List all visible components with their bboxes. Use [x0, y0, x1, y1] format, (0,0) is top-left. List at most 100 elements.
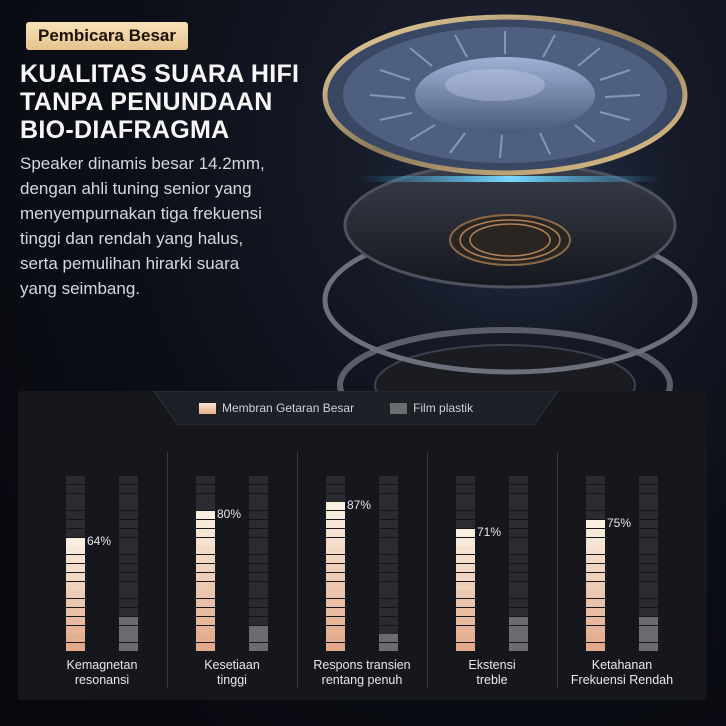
bar-segment [66, 546, 85, 555]
headline-line: TANPA PENUNDAAN [20, 88, 273, 116]
bar-segment [66, 511, 85, 520]
bar-film [509, 476, 528, 652]
bar-segment [249, 616, 268, 625]
percentage-label: 71% [477, 524, 502, 539]
bar-segment [196, 502, 215, 511]
bar-segment [66, 537, 85, 546]
category-label: Kemagnetan resonansi [37, 658, 167, 688]
bar-segment [196, 493, 215, 502]
bar-segment [249, 625, 268, 634]
bar-segment [119, 484, 138, 493]
bar-segment [509, 546, 528, 555]
bar-segment [119, 511, 138, 520]
bar-segment [326, 590, 345, 599]
bar-segment [379, 502, 398, 511]
bar-segment [586, 581, 605, 590]
category-label: Ketahanan Frekuensi Rendah [557, 658, 687, 688]
bar-segment [456, 625, 475, 634]
speaker-driver-illustration [310, 10, 726, 400]
bar-segment [326, 599, 345, 608]
bar-segment [326, 476, 345, 484]
bar-segment [456, 590, 475, 599]
bar-segment [196, 643, 215, 652]
bar-segment [509, 476, 528, 484]
category-label: Kesetiaan tinggi [167, 658, 297, 688]
legend-tab [154, 391, 558, 425]
bar-segment [326, 625, 345, 634]
bar-segment [639, 555, 658, 564]
bar-segment [66, 555, 85, 564]
bar-segment [119, 590, 138, 599]
bar-membran [326, 476, 345, 652]
bar-segment [119, 476, 138, 484]
bar-segment [639, 572, 658, 581]
bar-segment [119, 546, 138, 555]
bar-segment [326, 546, 345, 555]
bar-segment [249, 493, 268, 502]
bar-segment [249, 511, 268, 520]
bar-film [379, 476, 398, 652]
bar-segment [639, 634, 658, 643]
headline: KUALITAS SUARA HIFI TANPA PENUNDAAN BIO-… [20, 60, 320, 144]
bar-segment [639, 643, 658, 652]
bar-segment [456, 484, 475, 493]
bar-segment [119, 572, 138, 581]
bar-segment [639, 528, 658, 537]
category-label-line: Respons transien [313, 658, 411, 672]
bar-segment [639, 511, 658, 520]
bar-segment [586, 537, 605, 546]
bar-segment [66, 608, 85, 616]
bar-segment [249, 555, 268, 564]
bar-segment [456, 546, 475, 555]
legend-label-film: Film plastik [413, 401, 474, 415]
bar-segment [586, 502, 605, 511]
bar-segment [586, 634, 605, 643]
bar-segment [249, 643, 268, 652]
bar-segment [249, 528, 268, 537]
bar-segment [509, 520, 528, 528]
category-label-line: Frekuensi Rendah [570, 673, 674, 687]
bar-segment [639, 625, 658, 634]
bar-segment [326, 493, 345, 502]
bar-segment [379, 476, 398, 484]
bar-segment [509, 493, 528, 502]
bar-segment [456, 616, 475, 625]
bar-segment [586, 572, 605, 581]
headline-line: KUALITAS SUARA HIFI [20, 60, 300, 88]
bar-segment [456, 476, 475, 484]
category-label-line: Ekstensi [468, 658, 516, 672]
bar-segment [586, 643, 605, 652]
bar-segment [196, 599, 215, 608]
bar-segment [509, 572, 528, 581]
bar-segment [119, 520, 138, 528]
bar-segment [196, 528, 215, 537]
bar-segment [66, 484, 85, 493]
bar-segment [326, 511, 345, 520]
bar-segment [379, 511, 398, 520]
bar-segment [196, 634, 215, 643]
bar-segment [639, 493, 658, 502]
bar-segment [379, 590, 398, 599]
bar-segment [586, 555, 605, 564]
bar-segment [379, 546, 398, 555]
percentage-label: 64% [87, 533, 112, 548]
bar-segment [119, 625, 138, 634]
bar-segment [509, 511, 528, 520]
bar-segment [639, 581, 658, 590]
legend-label-membran: Membran Getaran Besar [222, 401, 355, 415]
group-divider [557, 452, 558, 688]
bar-segment [379, 599, 398, 608]
bar-segment [66, 493, 85, 502]
bar-segment [509, 616, 528, 625]
bar-segment [119, 599, 138, 608]
bar-segment [326, 537, 345, 546]
bar-segment [66, 564, 85, 572]
bar-segment [639, 608, 658, 616]
bar-segment [326, 616, 345, 625]
bar-segment [456, 608, 475, 616]
bar-segment [379, 643, 398, 652]
bar-segment [196, 625, 215, 634]
bar-segment [66, 616, 85, 625]
bar-segment [586, 528, 605, 537]
description-line: dengan ahli tuning senior yang [20, 179, 252, 198]
